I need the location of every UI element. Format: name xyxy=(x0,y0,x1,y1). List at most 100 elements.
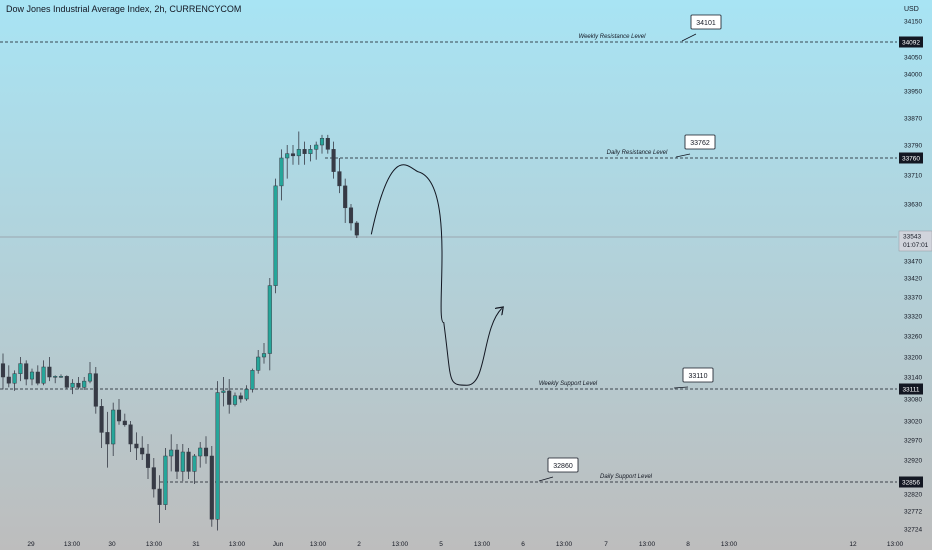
price-tag xyxy=(899,476,923,488)
time-tick-label: 13:00 xyxy=(310,541,327,548)
candle[interactable] xyxy=(12,370,17,391)
price-tick-label: 33140 xyxy=(904,375,922,382)
level-label: Daily Resistance Level xyxy=(607,150,668,156)
candle[interactable] xyxy=(35,365,40,386)
candle[interactable] xyxy=(169,434,174,472)
price-tick-label: 33200 xyxy=(904,355,922,362)
candle[interactable] xyxy=(128,421,133,452)
candle-body xyxy=(93,373,98,407)
candle[interactable] xyxy=(319,134,325,154)
candle-body xyxy=(227,390,232,405)
candle[interactable] xyxy=(209,446,214,527)
projection-arrow[interactable] xyxy=(370,164,502,386)
candle-body xyxy=(348,207,354,224)
candle[interactable] xyxy=(261,343,267,364)
candle[interactable] xyxy=(58,374,64,378)
candle[interactable] xyxy=(308,145,313,162)
candle[interactable] xyxy=(343,178,348,223)
candle[interactable] xyxy=(151,458,156,498)
candle-body xyxy=(122,420,127,426)
candle[interactable] xyxy=(93,367,98,414)
candle[interactable] xyxy=(232,392,238,407)
candle-body xyxy=(331,149,336,172)
candle[interactable] xyxy=(82,377,87,390)
candle[interactable] xyxy=(192,454,197,484)
candle[interactable] xyxy=(285,145,290,179)
candle[interactable] xyxy=(145,444,151,479)
time-tick-label: 13:00 xyxy=(229,541,246,548)
callout-box[interactable] xyxy=(690,14,722,30)
candle[interactable] xyxy=(122,413,127,427)
time-tick-label: 13:00 xyxy=(64,541,81,548)
callout-box[interactable] xyxy=(547,457,579,473)
candle[interactable] xyxy=(24,360,29,386)
price-tick-label: 33950 xyxy=(904,89,922,96)
current-price-text: 33543 xyxy=(903,234,921,241)
price-tag xyxy=(899,383,923,395)
candle[interactable] xyxy=(163,448,168,510)
candle-body xyxy=(169,449,174,457)
candle[interactable] xyxy=(99,399,104,448)
candle[interactable] xyxy=(221,377,226,407)
candle[interactable] xyxy=(290,145,296,165)
candle[interactable] xyxy=(273,178,278,294)
candle[interactable] xyxy=(227,379,232,414)
callout-box[interactable] xyxy=(682,367,714,383)
time-tick-label: 2 xyxy=(357,541,361,548)
candle-body xyxy=(209,455,214,520)
candle[interactable] xyxy=(238,392,243,403)
callout-box[interactable] xyxy=(684,134,716,150)
time-tick-label: 12 xyxy=(849,541,857,548)
candle-body xyxy=(105,432,110,445)
candle[interactable] xyxy=(41,360,46,386)
candle[interactable] xyxy=(267,278,272,371)
candle[interactable] xyxy=(314,141,319,160)
level-label: Weekly Resistance Level xyxy=(579,34,647,40)
candle[interactable] xyxy=(70,379,75,395)
candle[interactable] xyxy=(53,375,58,384)
callout-text: 32860 xyxy=(553,463,573,470)
candle[interactable] xyxy=(29,368,35,386)
candle-body xyxy=(186,451,191,472)
candle[interactable] xyxy=(174,444,180,479)
callout-pointer xyxy=(673,386,689,389)
candle[interactable] xyxy=(250,368,255,393)
candle[interactable] xyxy=(348,204,354,231)
candle[interactable] xyxy=(354,221,359,238)
candle[interactable] xyxy=(134,432,139,460)
candle[interactable] xyxy=(244,385,249,401)
candle[interactable] xyxy=(157,475,162,523)
candle[interactable] xyxy=(0,353,6,390)
candle[interactable] xyxy=(105,411,110,468)
candle[interactable] xyxy=(256,350,261,374)
candle[interactable] xyxy=(203,436,209,464)
candle-body xyxy=(24,363,29,380)
candle[interactable] xyxy=(64,375,69,390)
candle[interactable] xyxy=(111,402,116,456)
candle[interactable] xyxy=(116,399,122,425)
candle[interactable] xyxy=(215,381,220,531)
time-tick-label: 31 xyxy=(192,541,200,548)
candle[interactable] xyxy=(331,141,336,179)
candle-body xyxy=(256,356,261,371)
candle[interactable] xyxy=(87,362,93,384)
candle[interactable] xyxy=(186,448,191,479)
candle[interactable] xyxy=(198,442,203,468)
candle-body xyxy=(244,389,249,400)
candle[interactable] xyxy=(76,377,81,390)
candle[interactable] xyxy=(140,436,145,460)
candle[interactable] xyxy=(302,141,307,165)
candle[interactable] xyxy=(180,444,185,482)
candle-body xyxy=(354,222,359,236)
candle[interactable] xyxy=(337,158,342,194)
candle[interactable] xyxy=(6,365,11,388)
candle[interactable] xyxy=(296,131,301,165)
candle[interactable] xyxy=(325,134,330,154)
candle-body xyxy=(319,138,325,146)
candle[interactable] xyxy=(47,357,52,382)
candle[interactable] xyxy=(279,149,284,201)
time-tick-label: 30 xyxy=(108,541,116,548)
candle[interactable] xyxy=(18,357,23,382)
